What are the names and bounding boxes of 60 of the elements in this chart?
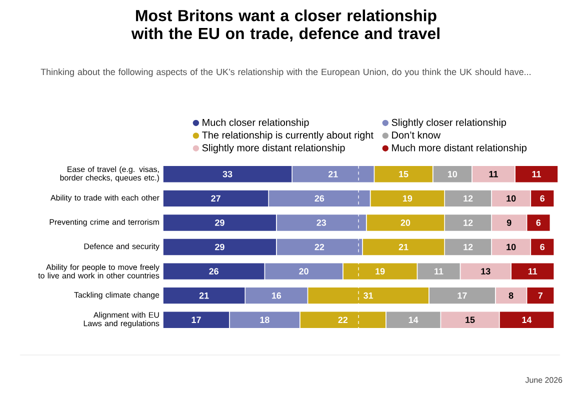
data-label: 14: [408, 316, 418, 323]
data-label: 12: [464, 244, 473, 250]
data-label: 12: [464, 195, 473, 202]
data-label: 17: [458, 292, 467, 299]
data-label: 9: [506, 220, 512, 226]
data-label: 15: [466, 316, 475, 323]
data-label: 6: [540, 244, 545, 250]
data-label: 20: [299, 268, 308, 274]
data-label: 14: [522, 316, 532, 323]
data-label: 11: [489, 171, 498, 178]
bar: [163, 262, 266, 280]
data-label: 31: [364, 292, 374, 299]
data-label: 12: [464, 220, 473, 226]
bar: [163, 190, 269, 208]
chart-title: Most Britons want a closer relationship with the EU on trade, defence and travel: [131, 10, 440, 42]
data-label: 21: [398, 244, 408, 250]
data-label: 23: [316, 220, 326, 226]
bar: [163, 310, 230, 329]
legend-label: Slightly more distant relationship: [202, 144, 345, 154]
bar: [163, 286, 246, 304]
data-label: 21: [328, 171, 338, 178]
bar: [163, 238, 277, 256]
data-label: 29: [215, 244, 224, 250]
data-label: 7: [538, 292, 543, 299]
data-label: 21: [199, 292, 209, 299]
data-label: 13: [481, 268, 490, 274]
data-label: 22: [314, 244, 324, 250]
data-label: 18: [260, 316, 270, 324]
data-label: 26: [314, 195, 324, 202]
data-label: 6: [540, 195, 545, 202]
data-label: 29: [215, 220, 224, 226]
legend-label: Slightly closer relationship: [392, 118, 506, 128]
data-label: 26: [209, 268, 218, 274]
chart-subtitle: Thinking about the following aspects of the UK’s relationship with the European Union, do you think the UK should have...: [40, 68, 530, 77]
data-label: 20: [400, 220, 410, 226]
data-label: 11: [528, 268, 538, 274]
legend-label: Much more distant relationship: [392, 144, 527, 154]
bar: [163, 165, 292, 184]
data-label: 16: [272, 292, 282, 299]
data-label: 10: [506, 244, 516, 250]
data-label: 19: [376, 268, 385, 274]
bar: [163, 214, 277, 232]
data-label: 11: [434, 268, 444, 274]
data-label: 22: [338, 316, 348, 323]
legend-label: The relationship is currently about right: [202, 131, 374, 141]
legend-label: Much closer relationship: [202, 118, 309, 128]
data-label: 10: [448, 170, 458, 178]
bar: [526, 214, 551, 232]
bar: [498, 310, 554, 329]
data-label: 10: [506, 195, 516, 202]
data-label: 11: [532, 171, 541, 178]
data-label: 27: [211, 195, 220, 202]
data-label: 33: [222, 170, 232, 178]
data-label: 17: [192, 316, 201, 323]
data-label: 15: [399, 171, 408, 178]
data-label: 19: [403, 195, 412, 202]
data-label: 8: [508, 292, 514, 299]
bar: [510, 262, 554, 280]
data-label: 6: [536, 220, 541, 226]
legend-label: Don’t know: [392, 131, 441, 139]
